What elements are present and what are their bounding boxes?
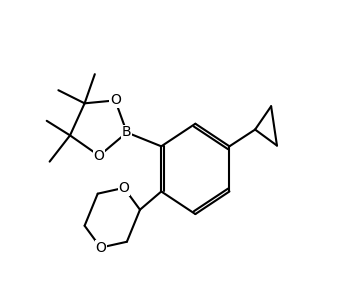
Text: O: O [110, 94, 121, 108]
Text: O: O [119, 181, 129, 195]
Text: O: O [95, 241, 106, 255]
Text: B: B [122, 125, 132, 140]
Text: O: O [94, 149, 104, 163]
